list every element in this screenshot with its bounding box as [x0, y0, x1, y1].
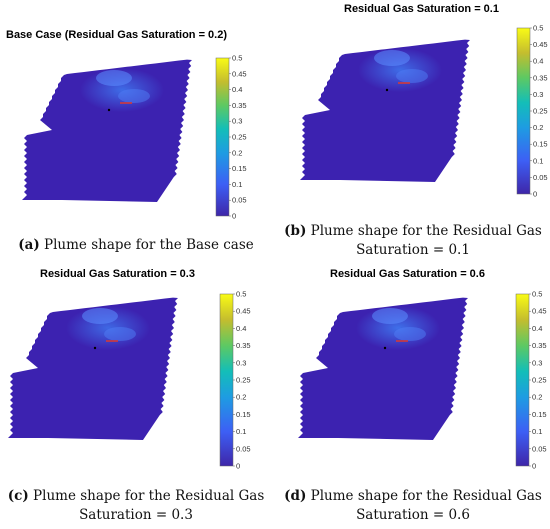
caption-c: (c) Plume shape for the Residual Gas Sat… — [0, 487, 272, 525]
panel-d-field-group — [298, 297, 468, 440]
panel-d-colorbar-tick-label: 0.4 — [532, 324, 542, 333]
panel-a-field-group — [22, 59, 192, 202]
panel-c-injector — [106, 340, 118, 342]
panel-c-colorbar-tick-label: 0.45 — [236, 307, 251, 316]
panel-b-colorbar-tick-label: 0.3 — [533, 90, 543, 99]
panel-a-colorbar-tick-label: 0.1 — [232, 180, 242, 189]
panel-d-colorbar-tick-label: 0.1 — [532, 427, 542, 436]
panel-a-plume-core — [96, 70, 132, 86]
panel-a-plume-lobe — [118, 89, 150, 103]
panel-d-title: Residual Gas Saturation = 0.6 — [330, 268, 485, 280]
panel-c-colorbar-tick-label: 0.15 — [236, 410, 251, 419]
panel-b-colorbar — [516, 27, 531, 195]
caption-b-text2: Saturation = 0.1 — [356, 242, 470, 258]
panel-a-colorbar-tick-label: 0.35 — [232, 101, 247, 110]
caption-c-label: (c) — [7, 488, 29, 504]
panel-b-colorbar-tick-label: 0.1 — [533, 156, 543, 165]
panel-c-colorbar-tick-label: 0.2 — [236, 393, 246, 402]
caption-b-text: Plume shape for the Residual Gas — [310, 223, 542, 239]
panel-d-colorbar — [515, 293, 530, 467]
panel-a-colorbar-tick-label: 0.5 — [232, 54, 242, 63]
panel-b-colorbar-tick-label: 0 — [533, 190, 537, 199]
panel-a-colorbar-tick-label: 0.25 — [232, 133, 247, 142]
caption-d-text: Plume shape for the Residual Gas — [310, 488, 542, 504]
panel-d-colorbar-tick-label: 0.2 — [532, 393, 542, 402]
panel-c-well — [93, 346, 97, 350]
panel-c-colorbar-tick-label: 0 — [236, 462, 240, 471]
panel-b-colorbar-tick-label: 0.05 — [533, 173, 548, 182]
caption-d-label: (d) — [284, 488, 307, 504]
panel-b-field-group — [300, 39, 470, 182]
caption-c-text: Plume shape for the Residual Gas — [33, 488, 265, 504]
panel-d-colorbar-tick-label: 0.3 — [532, 358, 542, 367]
panel-c-plume-core — [82, 308, 118, 324]
panel-a-colorbar-tick-label: 0 — [232, 212, 236, 221]
panel-c-colorbar-tick-label: 0.05 — [236, 444, 251, 453]
panel-a-colorbar-tick-label: 0.4 — [232, 85, 242, 94]
panel-c-colorbar — [219, 293, 234, 467]
panel-a-colorbar-tick-label: 0.05 — [232, 196, 247, 205]
panel-b-plume-core — [374, 50, 410, 66]
panel-a-colorbar-tick-label: 0.3 — [232, 117, 242, 126]
panel-d-plume-lobe — [394, 327, 426, 341]
panel-b-injector — [398, 82, 410, 84]
panel-c-plume-lobe — [104, 327, 136, 341]
panel-c-colorbar-tick-label: 0.25 — [236, 376, 251, 385]
panel-b-title: Residual Gas Saturation = 0.1 — [344, 3, 499, 15]
panel-c-colorbar-tick-label: 0.35 — [236, 341, 251, 350]
panel-b-colorbar-tick-label: 0.45 — [533, 40, 548, 49]
panel-a-colorbar-tick-label: 0.2 — [232, 148, 242, 157]
panel-d-colorbar-tick-label: 0.05 — [532, 444, 547, 453]
caption-c-text2: Saturation = 0.3 — [79, 507, 193, 523]
caption-d-text2: Saturation = 0.6 — [356, 507, 470, 523]
panel-b-colorbar-tick-label: 0.2 — [533, 123, 543, 132]
caption-b-label: (b) — [284, 223, 307, 239]
panel-d-colorbar-tick-label: 0.45 — [532, 307, 547, 316]
panel-a-colorbar-tick-label: 0.45 — [232, 69, 247, 78]
panel-b-well — [385, 88, 389, 92]
panel-b-colorbar-tick-label: 0.15 — [533, 140, 548, 149]
panel-c-field-group — [8, 297, 178, 440]
panel-c-colorbar-tick-label: 0.1 — [236, 427, 246, 436]
caption-d: (d) Plume shape for the Residual Gas Sat… — [276, 487, 550, 525]
panel-a-title: Base Case (Residual Gas Saturation = 0.2… — [6, 29, 228, 41]
panel-d-injector — [396, 340, 408, 342]
panel-d-colorbar-tick-label: 0 — [532, 462, 536, 471]
panel-c-colorbar-tick-label: 0.3 — [236, 358, 246, 367]
panel-a-well — [107, 108, 111, 112]
caption-b: (b) Plume shape for the Residual Gas Sat… — [276, 222, 550, 260]
panel-a-colorbar-tick-label: 0.15 — [232, 164, 247, 173]
panel-d-colorbar-tick-label: 0.15 — [532, 410, 547, 419]
caption-a-text: Plume shape for the Base case — [44, 237, 254, 253]
panel-a-injector — [120, 102, 132, 104]
panel-b-colorbar-tick-label: 0.25 — [533, 107, 548, 116]
panel-c-colorbar-tick-label: 0.5 — [236, 290, 246, 299]
panel-d-colorbar-tick-label: 0.25 — [532, 376, 547, 385]
panel-a-colorbar — [215, 57, 230, 217]
caption-a: (a) Plume shape for the Base case — [0, 236, 272, 255]
panel-d-colorbar-tick-label: 0.5 — [532, 290, 542, 299]
panel-d-colorbar-tick-label: 0.35 — [532, 341, 547, 350]
panel-b-plume-lobe — [396, 69, 428, 83]
panel-b-colorbar-tick-label: 0.5 — [533, 24, 543, 33]
panel-c-title: Residual Gas Saturation = 0.3 — [40, 268, 195, 280]
panel-c-colorbar-tick-label: 0.4 — [236, 324, 246, 333]
panel-b-colorbar-tick-label: 0.35 — [533, 73, 548, 82]
panel-d-plume-core — [372, 308, 408, 324]
panel-d-well — [383, 346, 387, 350]
caption-a-label: (a) — [18, 237, 40, 253]
panel-b-colorbar-tick-label: 0.4 — [533, 57, 543, 66]
